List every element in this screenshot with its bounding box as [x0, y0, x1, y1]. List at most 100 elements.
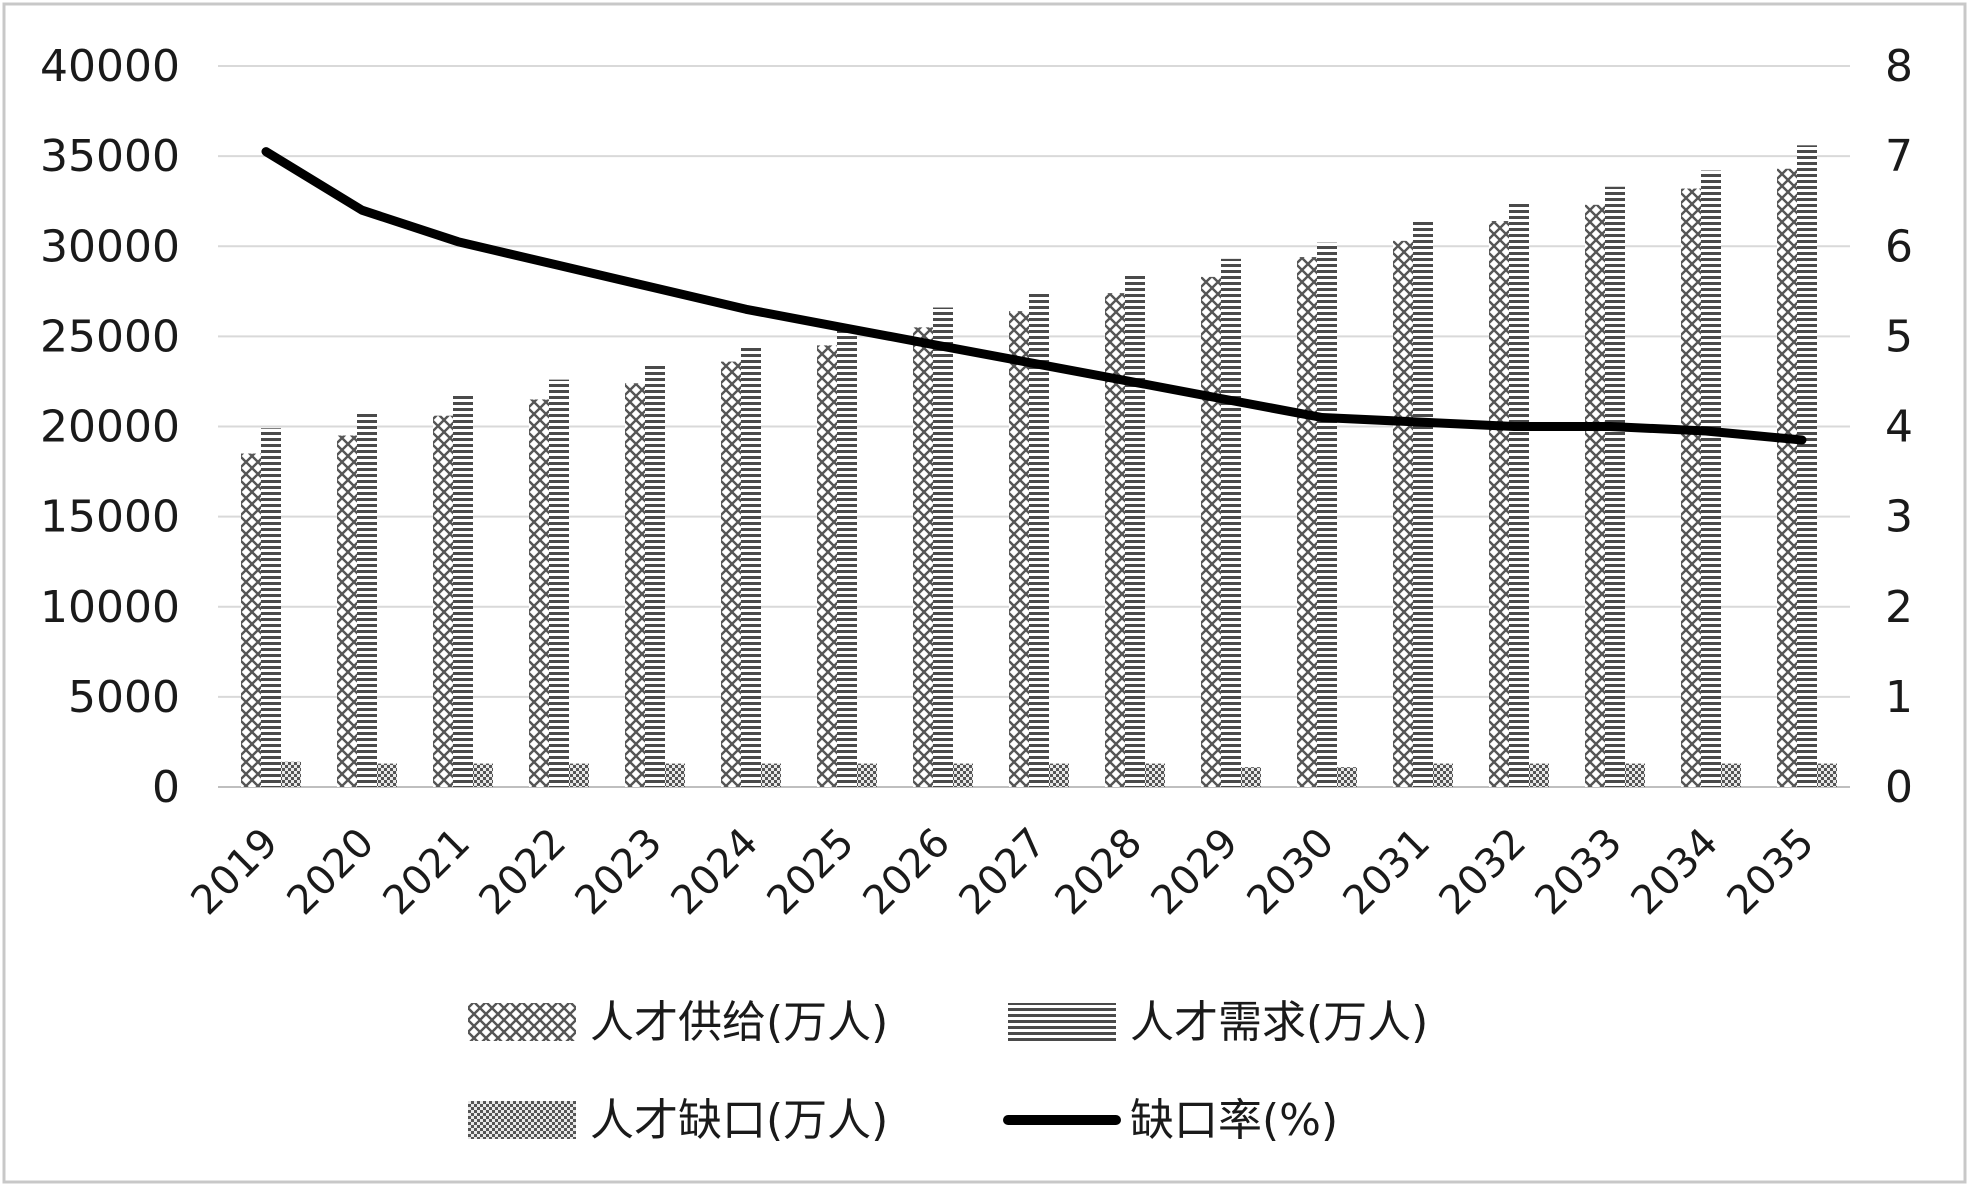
bar-fine-checker: [953, 763, 973, 787]
bar-horizontal-lines: [261, 428, 281, 787]
rate-point: [1798, 436, 1806, 445]
bar-crosshatch: [1009, 311, 1029, 787]
bar-crosshatch: [241, 453, 261, 787]
bar-crosshatch: [337, 435, 357, 787]
bar-crosshatch: [1777, 168, 1797, 787]
bar-horizontal-lines: [1509, 202, 1529, 788]
rate-line-series: [261, 147, 1807, 445]
left-tick-label: 10000: [40, 582, 180, 633]
bar-fine-checker: [665, 763, 685, 787]
bar-crosshatch: [433, 415, 453, 787]
rate-point: [742, 305, 750, 314]
bar-horizontal-lines: [1125, 275, 1145, 787]
left-tick-label: 35000: [40, 131, 180, 182]
bar-horizontal-lines: [933, 307, 953, 787]
bar-horizontal-lines: [549, 379, 569, 787]
bar-series: [241, 145, 1837, 788]
bar-horizontal-lines: [453, 395, 473, 787]
left-tick-label: 15000: [40, 492, 180, 543]
bar-horizontal-lines: [357, 412, 377, 787]
bar-crosshatch: [529, 399, 549, 787]
right-tick-label: 1: [1885, 672, 1913, 723]
bar-fine-checker: [1721, 763, 1741, 787]
left-tick-label: 30000: [40, 221, 180, 272]
bar-fine-checker: [1625, 763, 1645, 787]
bar-fine-checker: [1049, 763, 1069, 787]
rate-point: [262, 147, 270, 156]
rate-point: [1702, 427, 1710, 436]
bar-crosshatch: [1393, 240, 1413, 787]
rate-point: [550, 260, 558, 269]
bar-horizontal-lines: [1605, 186, 1625, 787]
right-tick-label: 7: [1885, 131, 1913, 182]
right-tick-label: 0: [1885, 762, 1913, 813]
bar-horizontal-lines: [1029, 291, 1049, 787]
legend-swatch-horizontal-lines: [1008, 1003, 1116, 1041]
bar-horizontal-lines: [1413, 219, 1433, 787]
bar-horizontal-lines: [645, 363, 665, 787]
legend-label: 缺口率(%): [1130, 1095, 1338, 1146]
bar-crosshatch: [625, 383, 645, 787]
rate-point: [454, 237, 462, 246]
bar-fine-checker: [569, 763, 589, 787]
rate-point: [1318, 413, 1326, 422]
right-y-axis: 0 1 2 3 4 5 6 7 8: [1885, 41, 1913, 813]
legend-label: 人才缺口(万人): [590, 1095, 888, 1146]
legend-label: 人才供给(万人): [590, 997, 888, 1048]
right-tick-label: 3: [1885, 492, 1913, 543]
right-tick-label: 6: [1885, 221, 1913, 272]
bar-fine-checker: [857, 763, 877, 787]
bar-fine-checker: [1145, 763, 1165, 787]
left-tick-label: 20000: [40, 402, 180, 453]
bar-crosshatch: [721, 361, 741, 787]
right-tick-label: 8: [1885, 41, 1913, 92]
bar-fine-checker: [281, 761, 301, 787]
rate-point: [1510, 422, 1518, 431]
right-tick-label: 5: [1885, 311, 1913, 362]
bar-fine-checker: [473, 763, 493, 787]
bar-fine-checker: [1433, 763, 1453, 787]
bar-horizontal-lines: [1797, 145, 1817, 787]
rate-point: [1030, 359, 1038, 368]
right-tick-label: 2: [1885, 582, 1913, 633]
rate-point: [1222, 395, 1230, 404]
bar-fine-checker: [1241, 767, 1261, 787]
rate-point: [1126, 377, 1134, 386]
legend: 人才供给(万人) 人才需求(万人) 人才缺口(万人) 缺口率(%): [468, 997, 1428, 1146]
bar-fine-checker: [761, 763, 781, 787]
bar-crosshatch: [1681, 188, 1701, 787]
bar-horizontal-lines: [837, 327, 857, 787]
bar-crosshatch: [1201, 276, 1221, 787]
rate-point: [838, 323, 846, 332]
bar-crosshatch: [1585, 204, 1605, 788]
legend-swatch-crosshatch: [468, 1003, 576, 1041]
bar-fine-checker: [1529, 763, 1549, 787]
right-tick-label: 4: [1885, 402, 1913, 453]
left-tick-label: 25000: [40, 311, 180, 362]
rate-point: [358, 206, 366, 215]
rate-point: [1606, 422, 1614, 431]
bar-horizontal-lines: [1701, 170, 1721, 788]
bar-fine-checker: [1817, 763, 1837, 787]
legend-label: 人才需求(万人): [1130, 997, 1428, 1048]
rate-point: [1414, 417, 1422, 426]
bar-crosshatch: [1489, 221, 1509, 787]
bar-crosshatch: [913, 327, 933, 787]
bar-fine-checker: [1337, 767, 1357, 787]
left-y-axis: 0 5000 10000 15000 20000 25000 30000 35000 40000: [40, 41, 180, 813]
rate-point: [934, 341, 942, 350]
legend-swatch-fine-checker: [468, 1101, 576, 1139]
bar-crosshatch: [817, 345, 837, 787]
bar-crosshatch: [1105, 293, 1125, 787]
bar-horizontal-lines: [741, 347, 761, 787]
bar-horizontal-lines: [1221, 258, 1241, 787]
bar-crosshatch: [1297, 257, 1317, 787]
left-tick-label: 5000: [68, 672, 180, 723]
left-tick-label: 0: [152, 762, 180, 813]
rate-point: [646, 282, 654, 291]
left-tick-label: 40000: [40, 41, 180, 92]
bar-fine-checker: [377, 763, 397, 787]
